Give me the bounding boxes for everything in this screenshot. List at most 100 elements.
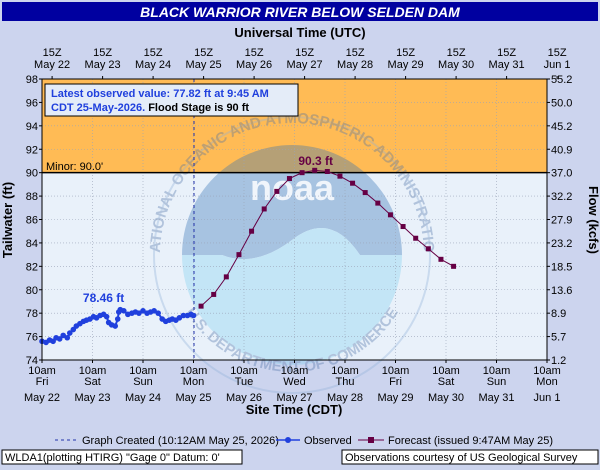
right-tick-label: 23.2 (551, 238, 572, 250)
x-tick-date: May 22 (24, 392, 60, 404)
x-tick-day: Sun (487, 376, 507, 388)
latest-value-line2: CDT 25-May-2026. Flood Stage is 90 ft (51, 102, 249, 114)
top-tick-date: May 28 (337, 59, 373, 71)
right-tick-label: 1.2 (551, 355, 566, 367)
forecast-point (261, 206, 267, 212)
right-tick-label: 32.2 (551, 191, 572, 203)
forecast-point (425, 246, 431, 252)
x-tick-date: May 28 (327, 392, 363, 404)
top-tick-date: May 26 (236, 59, 272, 71)
x-tick-day: Thu (336, 376, 355, 388)
right-tick-label: 37.0 (551, 168, 572, 180)
forecast-point (249, 228, 255, 234)
x-tick-date: Jun 1 (534, 392, 561, 404)
footer-right-text: Observations courtesy of US Geological S… (345, 452, 578, 464)
x-tick-date: May 29 (377, 392, 413, 404)
x-tick-date: May 30 (428, 392, 464, 404)
observed-point (180, 312, 187, 319)
x-tick-time: 10am (129, 365, 157, 377)
top-tick-time: 15Z (346, 47, 365, 59)
top-tick-date: May 27 (287, 59, 323, 71)
legend-created-label: Graph Created (10:12AM May 25, 2026) (82, 435, 279, 447)
forecast-point (438, 256, 444, 262)
y-tick-label: 96 (26, 97, 38, 109)
top-tick-date: May 22 (34, 59, 70, 71)
x-tick-date: May 25 (175, 392, 211, 404)
observed-point (103, 313, 110, 320)
right-axis-title: Flow (kcfs) (586, 186, 600, 254)
x-tick-time: 10am (180, 365, 208, 377)
legend-observed-marker (285, 437, 291, 443)
watermark-ring (153, 116, 431, 394)
chart-title: BLACK WARRIOR RIVER BELOW SELDEN DAM (140, 4, 460, 20)
minor-flood-label: Minor: 90.0' (46, 161, 103, 173)
y-tick-label: 94 (26, 121, 38, 133)
right-tick-label: 40.9 (551, 144, 572, 156)
forecast-point (274, 188, 280, 194)
axis-tick-labels: 74 76 78 80 82 84 86 88 90 92 94 96 98 1.2 5.7 8.9 13.6 1… (24, 47, 572, 404)
forecast-point (451, 263, 457, 269)
x-tick-day: Fri (389, 376, 402, 388)
observed-point (66, 330, 73, 336)
x-tick-day: Fri (36, 376, 49, 388)
forecast-point (211, 291, 217, 297)
noaa-watermark: noaa NATIONAL OCEANIC AND ATMOSPHERIC AD… (0, 0, 437, 394)
x-tick-day: Tue (235, 376, 254, 388)
x-tick-time: 10am (281, 365, 309, 377)
observed-point (155, 310, 161, 316)
latest-value-line1: Latest observed value: 77.82 ft at 9:45 … (51, 88, 269, 100)
y-tick-label: 90 (26, 168, 38, 180)
forecast-point (299, 170, 305, 176)
observed-point (151, 308, 157, 314)
top-axis-title: Universal Time (UTC) (234, 25, 365, 40)
y-tick-label: 98 (26, 74, 38, 86)
title-bar (2, 2, 598, 21)
y-tick-label: 86 (26, 215, 38, 227)
legend: Graph Created (10:12AM May 25, 2026) Obs… (55, 435, 553, 447)
x-tick-date: May 26 (226, 392, 262, 404)
x-tick-time: 10am (331, 365, 359, 377)
top-tick-date: May 29 (388, 59, 424, 71)
top-tick-date: May 23 (85, 59, 121, 71)
footer-left-box (1, 449, 243, 465)
footer-right-box (341, 449, 599, 465)
top-tick-time: 15Z (497, 47, 516, 59)
forecast-point (337, 173, 343, 179)
watermark-logo-text: noaa (250, 167, 335, 208)
series-layer (39, 167, 457, 346)
watermark-sea (182, 228, 402, 365)
right-tick-label: 55.2 (551, 74, 572, 86)
y-tick-label: 88 (26, 191, 38, 203)
forecast-point (236, 252, 242, 258)
top-tick-date: May 31 (489, 59, 525, 71)
y-tick-label: 78 (26, 308, 38, 320)
top-tick-time: 15Z (93, 47, 112, 59)
forecast-peak-label: 90.3 ft (298, 154, 333, 168)
observed-point (190, 312, 197, 319)
x-tick-day: Sat (438, 376, 455, 388)
top-tick-date: May 25 (186, 59, 222, 71)
forecast-point (223, 274, 229, 280)
x-tick-date: May 24 (125, 392, 161, 404)
observed-point (64, 334, 71, 341)
left-axis-title: Tailwater (ft) (0, 182, 15, 258)
observed-point (136, 310, 142, 316)
observed-point (140, 308, 146, 314)
x-tick-time: 10am (382, 365, 410, 377)
observed-point (56, 336, 63, 342)
legend-observed-label: Observed (304, 435, 352, 447)
top-tick-time: 15Z (396, 47, 415, 59)
y-tick-label: 80 (26, 285, 38, 297)
y-tick-label: 84 (26, 238, 38, 250)
y-tick-label: 82 (26, 261, 38, 273)
forecast-point (198, 303, 204, 309)
x-tick-day: Sat (84, 376, 101, 388)
forecast-point (400, 224, 406, 230)
y-tick-label: 92 (26, 144, 38, 156)
right-tick-label: 13.6 (551, 285, 572, 297)
forecast-point (413, 235, 419, 241)
latest-value-date: CDT 25-May-2026. (51, 102, 145, 114)
x-tick-time: 10am (28, 365, 56, 377)
